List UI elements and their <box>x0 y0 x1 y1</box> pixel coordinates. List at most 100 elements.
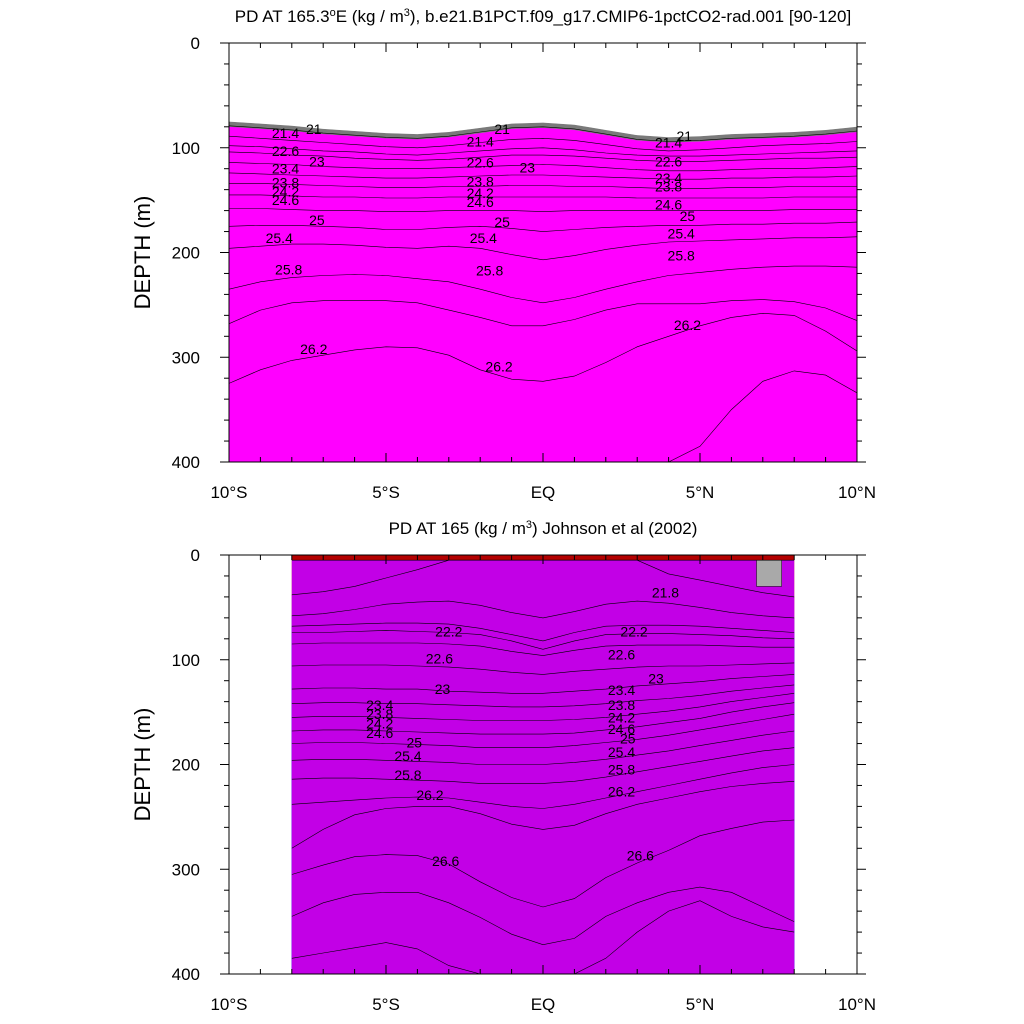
x-tick-label: 5°S <box>372 995 400 1014</box>
contour-line-26.6 <box>229 312 857 384</box>
contour-labels: 2121.422.62323.423.824.224.62525.425.826… <box>266 121 702 375</box>
contour-label: 23 <box>309 153 325 169</box>
contour-line-23 <box>229 162 857 172</box>
contour-label: 25 <box>680 208 696 224</box>
contour-label: 26.6 <box>432 853 459 869</box>
contour-line-25 <box>291 713 795 748</box>
contour-label: 22.2 <box>435 623 462 639</box>
x-tick-label: 10°N <box>838 995 876 1014</box>
contour-label: 23.4 <box>366 697 393 713</box>
contour-label: 23.8 <box>655 179 682 195</box>
y-tick-label: 0 <box>191 34 200 53</box>
contour-label: 23.4 <box>272 161 299 177</box>
contour-label: 21 <box>306 121 322 137</box>
contour-line-26.8 <box>291 886 795 946</box>
y-tick-label: 100 <box>172 139 200 158</box>
contour-label: 23.8 <box>467 173 494 189</box>
contour-line-22.2 <box>229 145 857 157</box>
contour-label: 24.6 <box>467 194 494 210</box>
chart-title: PD AT 165.3oE (kg / m3), b.e21.B1PCT.f09… <box>235 7 851 26</box>
x-tick-label: 10°N <box>838 483 876 502</box>
contour-label: 22.6 <box>467 154 494 170</box>
contour-label: 21.4 <box>467 133 494 149</box>
contour-fills <box>229 43 857 462</box>
contour-line-24.6 <box>291 702 795 735</box>
contour-line-25 <box>229 221 857 232</box>
contour-label: 24.2 <box>467 185 494 201</box>
contour-label: 25.8 <box>668 248 695 264</box>
contour-label: 24.6 <box>608 721 635 737</box>
contour-label: 21.4 <box>272 125 299 141</box>
contour-line-22 <box>291 600 795 619</box>
fill-layer-21.6 <box>291 560 795 974</box>
contour-line-23.8 <box>291 684 795 708</box>
contour-label: 25 <box>620 730 636 746</box>
contour-line-22.4 <box>291 630 795 650</box>
contour-label: 25 <box>309 212 325 228</box>
x-tick-label: 10°S <box>210 483 247 502</box>
contour-line-22.2 <box>291 622 795 642</box>
contour-label: 23.8 <box>272 174 299 190</box>
x-tick-label: 5°N <box>686 483 715 502</box>
contour-line-26.2 <box>291 764 795 809</box>
contour-label: 26.6 <box>627 848 654 864</box>
contour-label: 25.8 <box>476 262 503 278</box>
contour-label: 21 <box>677 128 693 144</box>
contour-label: 24.2 <box>366 716 393 732</box>
contour-label: 21.8 <box>652 585 679 601</box>
contour-label: 22.6 <box>608 647 635 663</box>
contour-label: 26.2 <box>674 317 701 333</box>
contour-line-26.4 <box>291 781 795 849</box>
y-tick-label: 300 <box>172 860 200 879</box>
contour-line-24.2 <box>229 194 857 199</box>
contour-label: 23.8 <box>608 697 635 713</box>
contour-line-25.4 <box>229 236 857 261</box>
contour-label: 23.8 <box>366 706 393 722</box>
contour-label: 23 <box>520 160 536 176</box>
contour-label: 25.4 <box>470 230 497 246</box>
contour-label: 25.4 <box>266 230 293 246</box>
contour-label: 24.6 <box>272 192 299 208</box>
contour-label: 26.2 <box>485 359 512 375</box>
contour-line-22.6 <box>229 151 857 162</box>
contour-line-27 <box>229 370 857 462</box>
contour-line-25.8 <box>229 265 857 304</box>
contour-label: 21 <box>494 121 510 137</box>
contour-label: 23.4 <box>608 682 635 698</box>
contour-label: 25 <box>406 735 422 751</box>
x-tick-label: EQ <box>531 995 556 1014</box>
y-tick-label: 200 <box>172 756 200 775</box>
y-tick-label: 400 <box>172 453 200 472</box>
chart-panel-1: 2121.422.62323.423.824.224.62525.425.826… <box>130 7 876 502</box>
contour-label: 22.6 <box>426 651 453 667</box>
contour-label: 25 <box>494 214 510 230</box>
contour-line-23.4 <box>291 674 795 694</box>
contour-label: 24.6 <box>655 196 682 212</box>
x-tick-label: 5°N <box>686 995 715 1014</box>
y-axis-label: DEPTH (m) <box>130 196 155 310</box>
contour-label: 26.2 <box>300 341 327 357</box>
y-tick-label: 400 <box>172 965 200 984</box>
contour-line-24.2 <box>291 693 795 721</box>
contour-line-24.6 <box>229 208 857 212</box>
contour-label: 23.4 <box>655 170 682 186</box>
y-tick-label: 300 <box>172 348 200 367</box>
contour-label: 25.4 <box>668 226 695 242</box>
missing-patch <box>756 559 782 587</box>
contour-line-25.8 <box>291 747 795 784</box>
contour-label: 25.4 <box>394 748 421 764</box>
contour-labels: 21.822.2 22.222.6 22.6232323.423.423.823.8… <box>366 585 679 869</box>
y-tick-label: 100 <box>172 651 200 670</box>
contour-label: 26.2 <box>416 787 443 803</box>
contour-line-26.6 <box>291 819 795 908</box>
contour-label: 22.6 <box>655 153 682 169</box>
contour-line-22.6 <box>291 642 795 656</box>
contour-line-26.2 <box>229 299 857 327</box>
contour-label: 24.6 <box>366 725 393 741</box>
contour-label: 25.4 <box>608 744 635 760</box>
contour-line-21 <box>229 125 857 142</box>
x-tick-label: 10°S <box>210 995 247 1014</box>
axis-ticks <box>220 554 866 975</box>
contour-label: 24.2 <box>608 709 635 725</box>
